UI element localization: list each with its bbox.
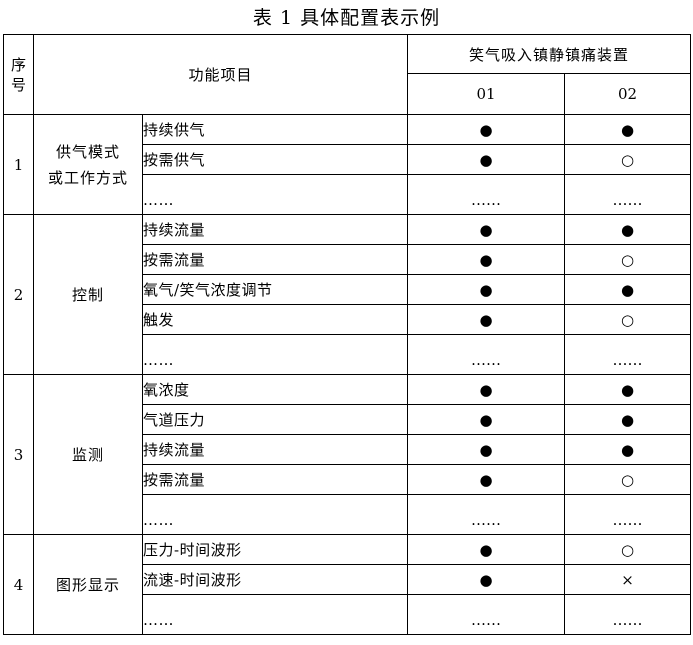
header-device-col-01: 01 [407, 73, 566, 115]
config-mark-ellipsis: …… [564, 594, 692, 635]
header-device-group: 笑气吸入镇静镇痛装置 [407, 34, 692, 74]
config-mark-02: ● [564, 114, 692, 145]
config-mark-01: ● [407, 434, 566, 465]
row-group-name: 监测 [33, 374, 143, 535]
function-item-label: 流速-时间波形 [141, 564, 409, 595]
config-mark-01: ● [407, 464, 566, 495]
function-item-label: …… [141, 334, 409, 375]
config-mark-02: ○ [564, 534, 692, 565]
row-group-name: 控制 [33, 214, 143, 375]
header-function-item: 功能项目 [32, 34, 409, 115]
table-row: 触发 ● ○ [4, 304, 692, 335]
function-item-label: 氧气/笑气浓度调节 [141, 274, 409, 305]
config-mark-01: ● [407, 404, 566, 435]
function-item-label: …… [141, 494, 409, 535]
table-row: ……………… [4, 334, 692, 375]
table-row: 按需流量 ● ○ [4, 464, 692, 495]
table-row: 氧气/笑气浓度调节 ● ● [4, 274, 692, 305]
function-item-label: 按需流量 [141, 244, 409, 275]
table-row: 气道压力 ● ● [4, 404, 692, 435]
config-mark-01: ● [407, 114, 566, 145]
config-mark-ellipsis: …… [564, 334, 692, 375]
config-mark-01: ● [407, 144, 566, 175]
config-mark-01: ● [407, 244, 566, 275]
config-mark-01: ● [407, 304, 566, 335]
config-mark-02: ○ [564, 244, 692, 275]
group-name-line-2: 或工作方式 [47, 168, 128, 187]
table-row: 1 供气模式 或工作方式 持续供气 ● ● [3, 114, 692, 215]
function-item-label: 气道压力 [141, 404, 409, 435]
table-caption: 表 1 具体配置表示例 [252, 7, 441, 29]
config-mark-ellipsis: …… [564, 174, 692, 215]
function-item-label: 持续流量 [141, 434, 409, 465]
config-mark-02: × [564, 564, 692, 595]
config-mark-02: ○ [564, 464, 692, 495]
configuration-table: 序 号 功能项目 笑气吸入镇静镇痛装置 01 02 1 供气模式 或工作方式 持续供气… [3, 34, 692, 635]
function-item-label: 按需供气 [141, 144, 409, 175]
config-mark-02: ○ [564, 144, 692, 175]
config-mark-01: ● [407, 274, 566, 305]
config-mark-ellipsis: …… [407, 174, 566, 215]
group-name-line-1: 监测 [71, 445, 104, 464]
config-mark-02: ○ [564, 304, 692, 335]
config-mark-ellipsis: …… [407, 334, 566, 375]
table-row: 3 监测 氧浓度 ● ● [3, 374, 692, 535]
config-mark-01: ● [407, 564, 566, 595]
function-item-label: 持续供气 [141, 114, 409, 145]
config-mark-02: ● [564, 434, 692, 465]
function-item-label: 氧浓度 [141, 374, 409, 405]
table-row: ……………… [4, 594, 692, 635]
row-sequence-number: 4 [3, 534, 34, 635]
header-device-col-02: 02 [564, 73, 692, 115]
config-mark-02: ● [564, 404, 692, 435]
table-row: ……………… [4, 174, 692, 215]
row-group-name: 供气模式 或工作方式 [33, 114, 143, 215]
header-row-2: 01 02 [4, 73, 692, 115]
row-sequence-number: 3 [3, 374, 34, 535]
group-name-line-1: 控制 [71, 285, 104, 304]
table-row: 按需流量 ● ○ [4, 244, 692, 275]
group-name-line-1: 图形显示 [55, 575, 120, 594]
config-mark-01: ● [407, 374, 566, 405]
table-body: 1 供气模式 或工作方式 持续供气 ● ● 按需供气 ● ○……………… 2 控制 持续流量 ● ● 按需流… [3, 114, 692, 635]
function-item-label: 触发 [141, 304, 409, 335]
config-mark-02: ● [564, 374, 692, 405]
config-mark-ellipsis: …… [407, 494, 566, 535]
config-mark-ellipsis: …… [407, 594, 566, 635]
function-item-label: …… [141, 594, 409, 635]
header-sequence-number: 序 号 [3, 34, 34, 115]
function-item-label: 按需流量 [141, 464, 409, 495]
function-item-label: …… [141, 174, 409, 215]
config-mark-01: ● [407, 534, 566, 565]
config-mark-01: ● [407, 214, 566, 245]
table-row: ……………… [4, 494, 692, 535]
row-sequence-number: 1 [3, 114, 34, 215]
table-header: 序 号 功能项目 笑气吸入镇静镇痛装置 01 02 [3, 34, 692, 115]
config-mark-ellipsis: …… [564, 494, 692, 535]
function-item-label: 压力-时间波形 [141, 534, 409, 565]
table-row: 2 控制 持续流量 ● ● [3, 214, 692, 375]
row-sequence-number: 2 [3, 214, 34, 375]
function-item-label: 持续流量 [141, 214, 409, 245]
row-group-name: 图形显示 [33, 534, 143, 635]
table-row: 4 图形显示 压力-时间波形 ● ○ [3, 534, 692, 635]
group-name-line-1: 供气模式 [55, 142, 120, 161]
table-row: 按需供气 ● ○ [4, 144, 692, 175]
table-row: 流速-时间波形 ● × [4, 564, 692, 595]
config-mark-02: ● [564, 274, 692, 305]
header-row-1: 序 号 功能项目 笑气吸入镇静镇痛装置 [3, 34, 692, 115]
config-mark-02: ● [564, 214, 692, 245]
table-row: 持续流量 ● ● [4, 434, 692, 465]
